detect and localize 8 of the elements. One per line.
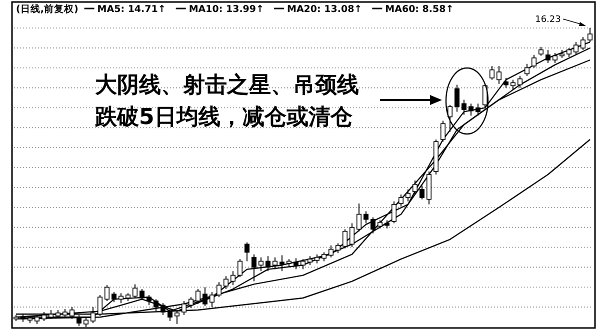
legend-label: MA20: 13.08↑ bbox=[287, 4, 362, 15]
legend-label: MA60: 8.58↑ bbox=[385, 4, 454, 15]
chart-title: (日线,前复权) bbox=[16, 3, 78, 15]
annotation: 跌破5日均线，减仓或清仓 bbox=[94, 105, 354, 130]
annotation: 大阴线、射击之星、吊颈线 bbox=[95, 72, 359, 98]
text: 16.23 bbox=[535, 15, 561, 25]
legend-label: MA5: 14.71↑ bbox=[97, 4, 166, 15]
legend-label: MA10: 13.99↑ bbox=[188, 4, 264, 15]
